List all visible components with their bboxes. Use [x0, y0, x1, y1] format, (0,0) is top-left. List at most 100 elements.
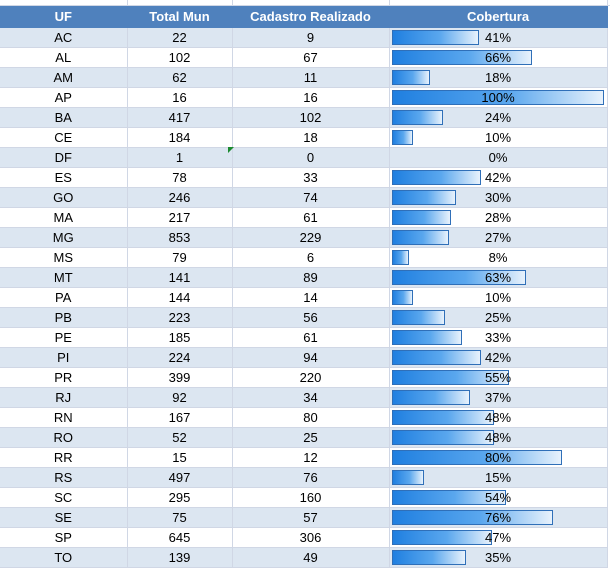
cell-uf[interactable]: CE: [0, 127, 128, 148]
cell-cobertura[interactable]: 54%: [389, 487, 608, 508]
cell-uf[interactable]: RJ: [0, 387, 128, 408]
cell-uf[interactable]: MT: [0, 267, 128, 288]
cell-cobertura[interactable]: 30%: [389, 187, 608, 208]
table-row[interactable]: GO 246 74 30%: [0, 187, 608, 208]
header-uf[interactable]: UF: [0, 6, 128, 28]
cell-cobertura[interactable]: 48%: [389, 407, 608, 428]
cell-uf[interactable]: GO: [0, 187, 128, 208]
table-row[interactable]: CE 184 18 10%: [0, 127, 608, 148]
cell-cobertura[interactable]: 25%: [389, 307, 608, 328]
cell-cadastro-realizado[interactable]: 229: [232, 227, 390, 248]
header-cobertura[interactable]: Cobertura: [389, 6, 608, 28]
cell-uf[interactable]: SP: [0, 527, 128, 548]
cell-cobertura[interactable]: 10%: [389, 127, 608, 148]
table-row[interactable]: PE 185 61 33%: [0, 327, 608, 348]
cell-cobertura[interactable]: 80%: [389, 447, 608, 468]
cell-cadastro-realizado[interactable]: 220: [232, 367, 390, 388]
table-row[interactable]: RJ 92 34 37%: [0, 387, 608, 408]
cell-total-mun[interactable]: 141: [127, 267, 233, 288]
cell-uf[interactable]: RR: [0, 447, 128, 468]
table-row[interactable]: BA 417 102 24%: [0, 107, 608, 128]
header-cadastro-realizado[interactable]: Cadastro Realizado: [232, 6, 390, 28]
cell-cobertura[interactable]: 63%: [389, 267, 608, 288]
cell-cadastro-realizado[interactable]: 306: [232, 527, 390, 548]
cell-total-mun[interactable]: 16: [127, 87, 233, 108]
cell-cadastro-realizado[interactable]: 34: [232, 387, 390, 408]
cell-uf[interactable]: PA: [0, 287, 128, 308]
cell-uf[interactable]: PE: [0, 327, 128, 348]
cell-cobertura[interactable]: 48%: [389, 427, 608, 448]
cell-uf[interactable]: AC: [0, 27, 128, 48]
cell-cadastro-realizado[interactable]: 33: [232, 167, 390, 188]
cell-total-mun[interactable]: 246: [127, 187, 233, 208]
table-row[interactable]: ES 78 33 42%: [0, 167, 608, 188]
cell-uf[interactable]: BA: [0, 107, 128, 128]
cell-total-mun[interactable]: 645: [127, 527, 233, 548]
cell-total-mun[interactable]: 52: [127, 427, 233, 448]
cell-cadastro-realizado[interactable]: 74: [232, 187, 390, 208]
cell-cadastro-realizado[interactable]: 6: [232, 247, 390, 268]
table-row[interactable]: TO 139 49 35%: [0, 547, 608, 568]
table-row[interactable]: SC 295 160 54%: [0, 487, 608, 508]
cell-total-mun[interactable]: 224: [127, 347, 233, 368]
cell-total-mun[interactable]: 78: [127, 167, 233, 188]
cell-uf[interactable]: DF: [0, 147, 128, 168]
cell-cobertura[interactable]: 76%: [389, 507, 608, 528]
cell-uf[interactable]: AL: [0, 47, 128, 68]
table-row[interactable]: RR 15 12 80%: [0, 447, 608, 468]
cell-uf[interactable]: AM: [0, 67, 128, 88]
cell-cobertura[interactable]: 27%: [389, 227, 608, 248]
cell-cobertura[interactable]: 8%: [389, 247, 608, 268]
table-row[interactable]: DF 1 0 0%: [0, 147, 608, 168]
cell-cadastro-realizado[interactable]: 160: [232, 487, 390, 508]
cell-uf[interactable]: PI: [0, 347, 128, 368]
table-row[interactable]: MG 853 229 27%: [0, 227, 608, 248]
cell-total-mun[interactable]: 399: [127, 367, 233, 388]
cell-cadastro-realizado[interactable]: 61: [232, 327, 390, 348]
cell-total-mun[interactable]: 853: [127, 227, 233, 248]
cell-total-mun[interactable]: 22: [127, 27, 233, 48]
cell-total-mun[interactable]: 139: [127, 547, 233, 568]
cell-total-mun[interactable]: 217: [127, 207, 233, 228]
cell-uf[interactable]: MA: [0, 207, 128, 228]
cell-cadastro-realizado[interactable]: 12: [232, 447, 390, 468]
cell-total-mun[interactable]: 295: [127, 487, 233, 508]
cell-cadastro-realizado[interactable]: 56: [232, 307, 390, 328]
cell-uf[interactable]: RO: [0, 427, 128, 448]
cell-cobertura[interactable]: 41%: [389, 27, 608, 48]
table-row[interactable]: PB 223 56 25%: [0, 307, 608, 328]
cell-cadastro-realizado[interactable]: 57: [232, 507, 390, 528]
cell-cobertura[interactable]: 100%: [389, 87, 608, 108]
cell-cadastro-realizado[interactable]: 102: [232, 107, 390, 128]
cell-total-mun[interactable]: 144: [127, 287, 233, 308]
table-row[interactable]: SP 645 306 47%: [0, 527, 608, 548]
cell-total-mun[interactable]: 15: [127, 447, 233, 468]
cell-total-mun[interactable]: 184: [127, 127, 233, 148]
table-row[interactable]: AL 102 67 66%: [0, 47, 608, 68]
cell-cobertura[interactable]: 66%: [389, 47, 608, 68]
cell-uf[interactable]: RS: [0, 467, 128, 488]
cell-total-mun[interactable]: 62: [127, 67, 233, 88]
cell-cadastro-realizado[interactable]: 11: [232, 67, 390, 88]
cell-cadastro-realizado[interactable]: 14: [232, 287, 390, 308]
cell-cobertura[interactable]: 55%: [389, 367, 608, 388]
cell-cadastro-realizado[interactable]: 49: [232, 547, 390, 568]
cell-uf[interactable]: PR: [0, 367, 128, 388]
table-row[interactable]: PA 144 14 10%: [0, 287, 608, 308]
cell-cadastro-realizado[interactable]: 80: [232, 407, 390, 428]
cell-cobertura[interactable]: 33%: [389, 327, 608, 348]
table-row[interactable]: AC 22 9 41%: [0, 27, 608, 48]
cell-cobertura[interactable]: 15%: [389, 467, 608, 488]
cell-total-mun[interactable]: 185: [127, 327, 233, 348]
table-row[interactable]: PI 224 94 42%: [0, 347, 608, 368]
cell-total-mun[interactable]: 223: [127, 307, 233, 328]
cell-cadastro-realizado[interactable]: 89: [232, 267, 390, 288]
header-total-mun[interactable]: Total Mun: [127, 6, 233, 28]
cell-cadastro-realizado[interactable]: 0: [232, 147, 390, 168]
cell-uf[interactable]: AP: [0, 87, 128, 108]
cell-uf[interactable]: MS: [0, 247, 128, 268]
cell-cadastro-realizado[interactable]: 76: [232, 467, 390, 488]
cell-cobertura[interactable]: 42%: [389, 167, 608, 188]
cell-uf[interactable]: SE: [0, 507, 128, 528]
cell-cadastro-realizado[interactable]: 94: [232, 347, 390, 368]
